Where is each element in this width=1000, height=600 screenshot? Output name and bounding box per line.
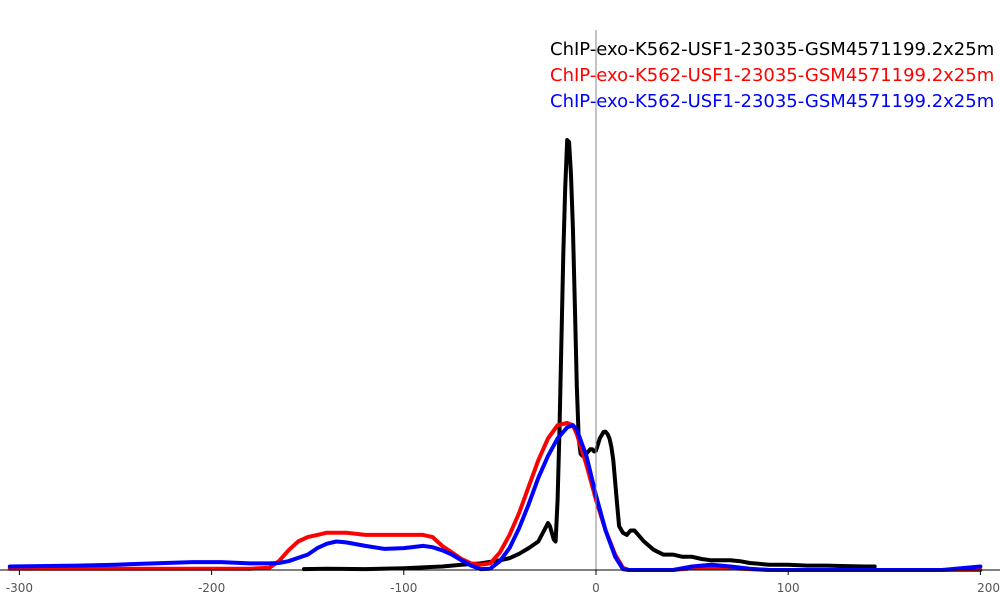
x-axis-ticks: -300 -200 -100 0 100 200 (6, 570, 1000, 595)
series-line-1 (301, 138, 877, 572)
x-tick-label: -200 (198, 581, 225, 595)
x-tick-label: 100 (777, 581, 800, 595)
x-tick-label: 0 (592, 581, 600, 595)
legend-entry-2: ChIP-exo-K562-USF1-23035-GSM4571199.2x25… (550, 65, 994, 86)
legend: ChIP-exo-K562-USF1-23035-GSM4571199.2x25… (550, 39, 994, 112)
series-line-2 (7, 421, 983, 572)
legend-entry-3: ChIP-exo-K562-USF1-23035-GSM4571199.2x25… (550, 91, 994, 112)
x-tick-label: -300 (6, 581, 33, 595)
legend-entry-1: ChIP-exo-K562-USF1-23035-GSM4571199.2x25… (550, 39, 994, 60)
x-tick-label: 200 (977, 581, 1000, 595)
series-line-3 (7, 423, 983, 572)
chart-series-group (7, 138, 983, 572)
x-tick-label: -100 (390, 581, 417, 595)
